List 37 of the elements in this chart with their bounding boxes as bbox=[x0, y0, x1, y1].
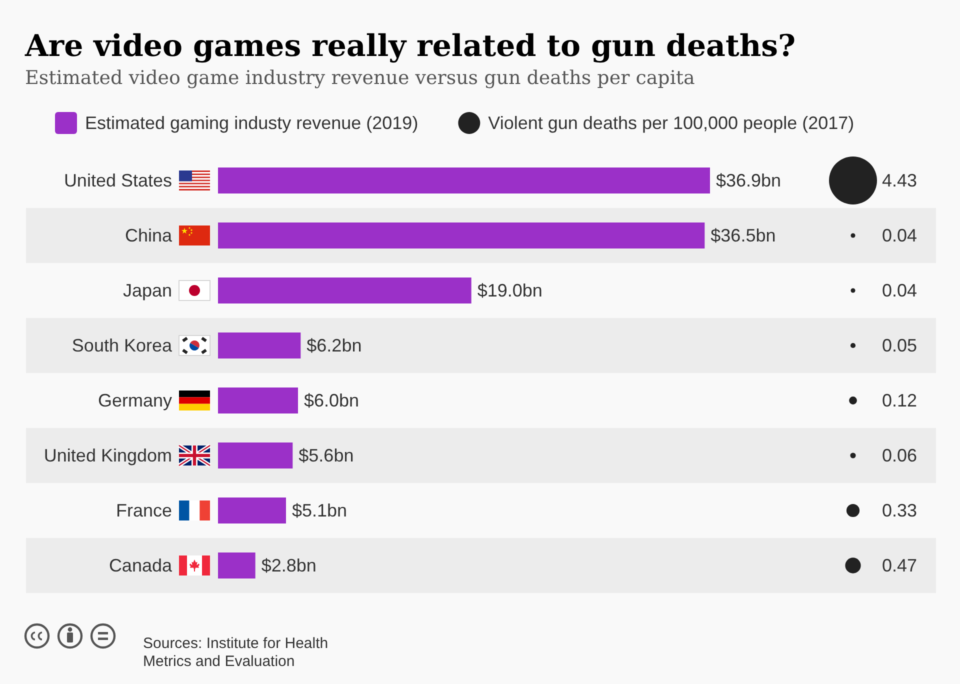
bar bbox=[218, 332, 301, 358]
data-label: 4.43 bbox=[882, 170, 918, 190]
source-note: Sources: Institute for Health Metrics and Evaluation bbox=[143, 634, 328, 670]
y-tick-label: China bbox=[124, 226, 173, 246]
y-tick-label: South Korea bbox=[72, 336, 173, 356]
data-label: 0.04 bbox=[882, 226, 918, 246]
bar bbox=[218, 552, 256, 578]
bar bbox=[218, 222, 705, 248]
y-tick-label: United Kingdom bbox=[44, 446, 172, 466]
chart-title: Are video games really related to gun deaths? bbox=[24, 29, 796, 64]
bar bbox=[218, 168, 710, 194]
data-label: $5.1bn bbox=[292, 500, 348, 520]
data-label: $36.5bn bbox=[710, 226, 776, 246]
legend-label: Estimated gaming industy revenue (2019) bbox=[85, 113, 418, 133]
bar bbox=[218, 278, 472, 304]
y-tick-label: United States bbox=[64, 170, 172, 190]
data-label: 0.04 bbox=[882, 280, 918, 300]
data-label: 0.06 bbox=[882, 446, 918, 466]
y-tick-label: Germany bbox=[98, 390, 172, 410]
data-label: 0.47 bbox=[882, 556, 918, 576]
data-label: $5.6bn bbox=[298, 446, 354, 466]
data-label: $6.2bn bbox=[306, 336, 362, 356]
bar bbox=[218, 498, 286, 524]
bar bbox=[218, 442, 293, 468]
data-label: $36.9bn bbox=[716, 170, 782, 190]
data-label: $2.8bn bbox=[261, 556, 316, 576]
legend-label: Violent gun deaths per 100,000 people (2017) bbox=[488, 113, 854, 133]
y-tick-label: Canada bbox=[108, 556, 173, 576]
y-tick-label: France bbox=[116, 500, 172, 520]
bar bbox=[218, 388, 298, 414]
data-label: 0.12 bbox=[882, 390, 918, 410]
data-label: $19.0bn bbox=[477, 280, 542, 300]
data-label: 0.05 bbox=[882, 336, 918, 356]
y-tick-label: Japan bbox=[122, 280, 172, 300]
data-label: 0.33 bbox=[882, 500, 918, 520]
chart-subtitle: Estimated video game industry revenue versus gun deaths per capita bbox=[25, 67, 695, 89]
data-label: $6.0bn bbox=[304, 390, 360, 410]
